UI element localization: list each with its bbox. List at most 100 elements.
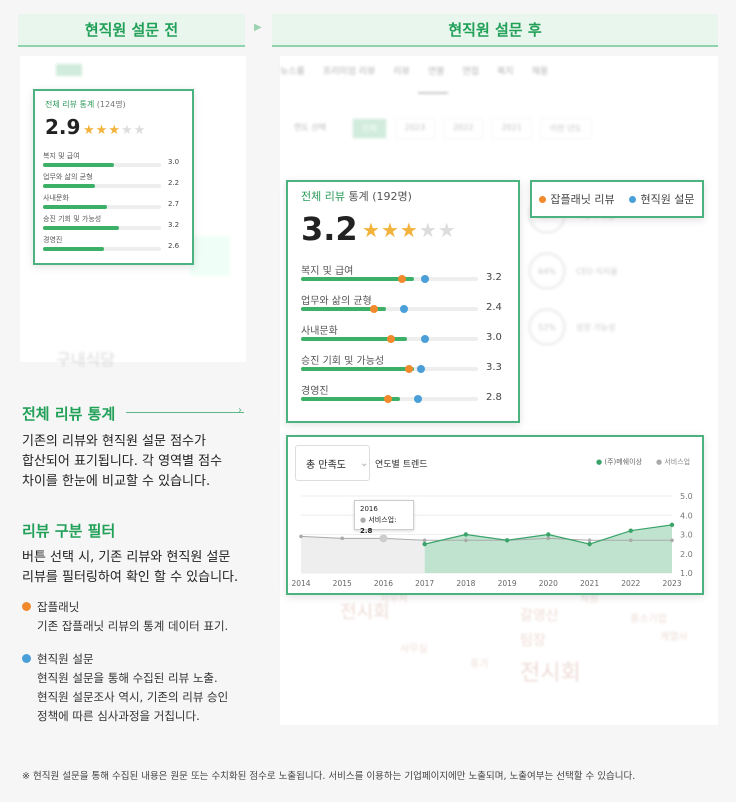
donut-stat: 64% CEO 지지율 <box>528 252 618 290</box>
nav-tab[interactable]: 면접 <box>462 67 480 77</box>
x-tick-label: 2014 <box>291 579 310 588</box>
category-label: 업무와 삶의 균형 <box>43 173 93 181</box>
nav-tab[interactable]: 리뷰 <box>393 67 410 77</box>
donut-stat: 52% 성장 가능성 <box>528 308 615 346</box>
category-value: 3.2 <box>168 221 180 229</box>
year-button[interactable]: 2022 <box>443 118 484 139</box>
nav-tab[interactable]: 연봉 <box>427 67 445 77</box>
word-cloud-item: 갈영산 <box>520 608 559 624</box>
category-label: 경영진 <box>43 236 63 244</box>
overall-score: 2.9 <box>45 115 81 139</box>
star-icon: ★ <box>95 123 109 138</box>
metric-select[interactable]: 총 만족도 ⌄ <box>295 445 370 481</box>
category-label: 사내문화 <box>301 326 338 337</box>
jobplanet-dot <box>404 365 413 373</box>
overall-score: 3.2 <box>301 210 358 248</box>
industry-point <box>546 536 551 541</box>
company-point <box>628 528 633 533</box>
card-title: 전체 리뷰 <box>301 190 345 203</box>
year-button[interactable]: 2021 <box>491 118 532 139</box>
category-value: 3.0 <box>486 332 502 343</box>
company-point <box>587 541 592 547</box>
desc-line: 정책에 따른 심사과정을 거칩니다. <box>37 709 200 723</box>
survey-dot <box>420 335 429 343</box>
x-tick-label: 2020 <box>539 579 558 588</box>
category-label: 승진 기회 및 가능성 <box>43 215 102 223</box>
desc-line: 기존 잡플래닛 리뷰의 통계 데이터 표기. <box>37 619 229 633</box>
industry-point <box>299 534 303 539</box>
review-filter-legend: 잡플래닛 리뷰 현직원 설문 <box>530 180 704 218</box>
section-desc-stats: 기존의 리뷰와 현직원 설문 점수가 합산되어 표기됩니다. 각 영역별 점수 차이… <box>22 432 222 492</box>
survey-dot <box>420 275 429 283</box>
blurred-word: 구내식당 <box>56 350 115 369</box>
score-bar <box>301 335 478 343</box>
nav-tab[interactable]: 복지 <box>497 67 514 77</box>
word-cloud-item: 홍소기업 <box>630 614 667 625</box>
category-label: 업무와 삶의 균형 <box>301 296 372 307</box>
score-bar <box>301 305 478 313</box>
category-value: 2.7 <box>168 200 180 208</box>
company-nav-tabs: 뉴스룸 프리미엄 리뷰 리뷰 연봉 면접 복지 채용 <box>280 64 718 77</box>
section-title-filter: 리뷰 구분 필터 <box>22 522 116 540</box>
category-value: 3.2 <box>486 272 502 283</box>
filter-survey[interactable]: 현직원 설문 <box>629 191 695 207</box>
y-tick-label: 1.0 <box>680 569 693 578</box>
score-bar <box>301 395 478 403</box>
arrow-right-icon: ▶ <box>254 22 262 33</box>
footnote: ※ 현직원 설문을 통해 수집된 내용은 원문 또는 수치화된 점수로 노출됩니… <box>22 771 636 782</box>
company-point <box>546 532 551 537</box>
chart-tooltip: 2016 ● 서비스업: 2.8 <box>354 500 414 535</box>
year-filter: 전체 2023 2022 2021 이전 년도 <box>352 118 592 139</box>
review-count: (192명) <box>372 190 412 203</box>
category-label: 승진 기회 및 가능성 <box>301 356 385 367</box>
star-icon: ★ <box>83 123 96 138</box>
score-bar <box>43 205 161 209</box>
word-cloud-item: 전시회 <box>340 602 390 623</box>
category-label: 복지 및 급여 <box>43 152 80 160</box>
star-rating: ★★★★★ <box>362 218 457 242</box>
industry-point <box>422 538 427 543</box>
jobplanet-dot <box>383 395 392 403</box>
year-select-label: 연도 선택 <box>294 123 326 132</box>
year-button[interactable]: 2023 <box>394 118 436 139</box>
word-cloud-item: 휴가 <box>470 659 489 670</box>
industry-point <box>670 538 674 543</box>
x-tick-label: 2023 <box>662 579 681 588</box>
score-bar <box>43 163 161 167</box>
trend-line-chart: 5.0 4.0 3.0 2.0 1.0 2014 2015 2016 2017 2018 2019 2… <box>291 492 693 588</box>
after-review-stats-card: 전체 리뷰 통계 (192명) 3.2 ★★★★★ 복지 및 급여 3.2 업무와… <box>286 180 520 423</box>
category-label: 경영진 <box>301 386 329 397</box>
x-tick-label: 2019 <box>498 579 517 588</box>
year-button[interactable]: 전체 <box>352 118 387 139</box>
company-point <box>669 522 675 528</box>
nav-tab[interactable]: 프리미엄 리뷰 <box>322 67 376 77</box>
word-cloud-item: 계열사 <box>660 632 688 643</box>
x-tick-label: 2015 <box>333 579 352 588</box>
industry-point <box>628 538 633 543</box>
review-count: (124명) <box>96 100 126 109</box>
filter-jobplanet[interactable]: 잡플래닛 리뷰 <box>539 191 615 207</box>
star-icon: ★ <box>108 123 121 138</box>
nav-tab[interactable]: 뉴스룸 <box>280 67 305 77</box>
jobplanet-note: 잡플래닛 기존 잡플래닛 리뷰의 통계 데이터 표기. <box>22 598 228 636</box>
star-icon: ★ <box>437 218 457 242</box>
word-cloud-item: 직원 <box>580 594 599 605</box>
industry-line <box>300 535 672 541</box>
word-cloud-item: 전시회 <box>520 661 581 686</box>
survey-dot <box>413 395 422 403</box>
pointer-line <box>126 412 244 413</box>
year-button[interactable]: 이전 년도 <box>539 118 592 139</box>
star-icon: ★ <box>380 218 400 242</box>
category-value: 2.2 <box>168 179 180 187</box>
header-before: 현직원 설문 전 <box>18 14 245 47</box>
word-cloud-item: 저우처 <box>380 594 408 605</box>
desc-line: 기존의 리뷰와 현직원 설문 점수가 <box>22 434 206 449</box>
card-title: 전체 리뷰 통계 <box>45 100 95 109</box>
star-icon: ★ <box>418 218 438 242</box>
star-icon: ★ <box>133 123 147 138</box>
y-tick-label: 5.0 <box>680 492 693 501</box>
nav-tab[interactable]: 채용 <box>531 67 549 77</box>
arrow-right-icon: › <box>238 405 242 416</box>
score-bar <box>43 184 161 188</box>
before-review-stats-card: 전체 리뷰 통계 (124명) 2.9 ★★★★★ 복지 및 급여 3.0 업무와… <box>33 89 194 265</box>
